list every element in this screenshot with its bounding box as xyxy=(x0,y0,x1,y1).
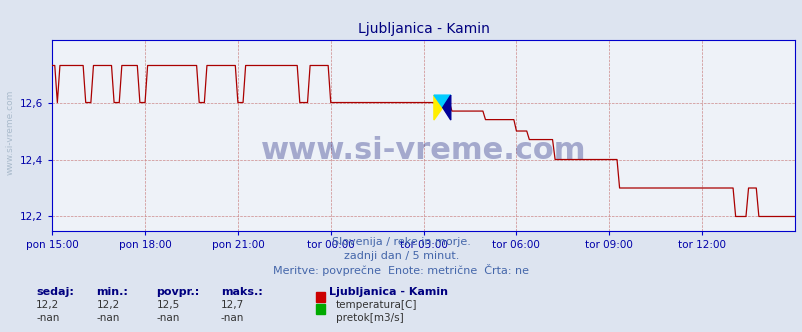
Text: www.si-vreme.com: www.si-vreme.com xyxy=(5,90,14,176)
Text: zadnji dan / 5 minut.: zadnji dan / 5 minut. xyxy=(343,251,459,261)
Text: pretok[m3/s]: pretok[m3/s] xyxy=(335,313,403,323)
Text: sedaj:: sedaj: xyxy=(36,287,74,297)
Text: -nan: -nan xyxy=(221,313,244,323)
Text: 12,2: 12,2 xyxy=(36,300,59,310)
Text: min.:: min.: xyxy=(96,287,128,297)
Title: Ljubljanica - Kamin: Ljubljanica - Kamin xyxy=(357,22,489,36)
Text: -nan: -nan xyxy=(156,313,180,323)
Text: 12,2: 12,2 xyxy=(96,300,119,310)
Text: -nan: -nan xyxy=(36,313,59,323)
Text: Ljubljanica - Kamin: Ljubljanica - Kamin xyxy=(329,287,448,297)
Text: temperatura[C]: temperatura[C] xyxy=(335,300,416,310)
Text: povpr.:: povpr.: xyxy=(156,287,200,297)
Text: 12,5: 12,5 xyxy=(156,300,180,310)
Text: Meritve: povprečne  Enote: metrične  Črta: ne: Meritve: povprečne Enote: metrične Črta:… xyxy=(273,264,529,276)
Text: Slovenija / reke in morje.: Slovenija / reke in morje. xyxy=(332,237,470,247)
Text: www.si-vreme.com: www.si-vreme.com xyxy=(261,136,585,165)
Text: -nan: -nan xyxy=(96,313,119,323)
Text: maks.:: maks.: xyxy=(221,287,262,297)
Text: 12,7: 12,7 xyxy=(221,300,244,310)
